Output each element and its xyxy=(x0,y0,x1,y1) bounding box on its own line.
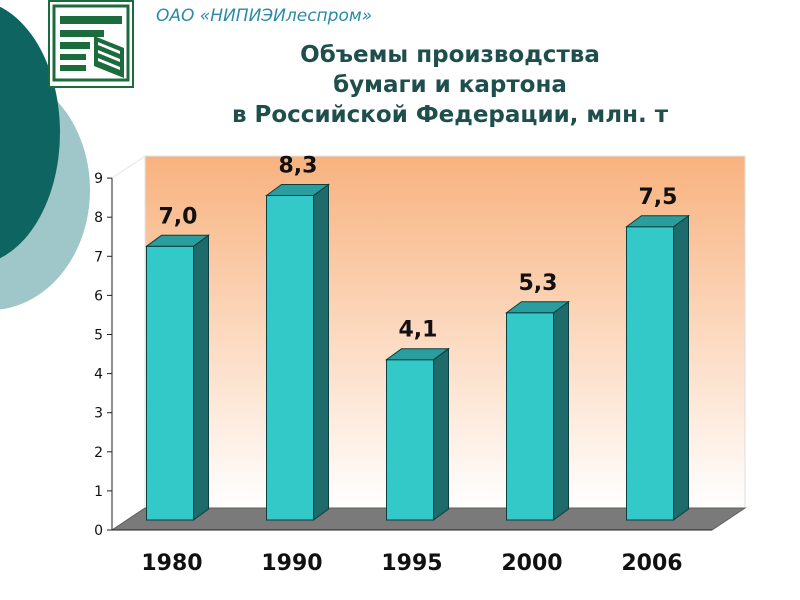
x-tick-label: 1995 xyxy=(381,551,442,576)
data-label: 4,1 xyxy=(399,318,438,343)
y-tick-label: 7 xyxy=(94,249,103,265)
organization-name: ОАО «НИПИЭИлеспром» xyxy=(156,6,373,26)
bar xyxy=(386,359,434,521)
data-label: 8,3 xyxy=(279,153,318,178)
bar-top xyxy=(144,234,211,247)
x-tick-label: 2000 xyxy=(501,551,562,576)
data-label: 5,3 xyxy=(519,271,558,296)
bar xyxy=(506,312,554,521)
page-title: Объемы производства бумаги и картона в Р… xyxy=(150,40,750,130)
company-logo xyxy=(48,0,134,88)
y-tick-label: 6 xyxy=(94,288,103,304)
bar-top xyxy=(504,301,571,314)
bar-top xyxy=(264,183,331,196)
x-tick-label: 1980 xyxy=(141,551,202,576)
bar-top xyxy=(384,348,451,361)
y-tick-label: 0 xyxy=(94,523,103,539)
y-tick-label: 5 xyxy=(94,328,103,344)
bar xyxy=(626,226,674,521)
title-line: в Российской Федерации, млн. т xyxy=(231,102,669,128)
y-tick-label: 2 xyxy=(94,445,103,461)
chart-side-wall xyxy=(111,155,146,531)
data-label: 7,5 xyxy=(639,185,678,210)
x-tick-label: 2006 xyxy=(621,551,682,576)
x-tick-label: 1990 xyxy=(261,551,322,576)
y-tick-label: 4 xyxy=(94,367,103,383)
data-label: 7,0 xyxy=(159,204,198,229)
bar-top xyxy=(624,215,691,228)
y-tick-label: 1 xyxy=(94,484,103,500)
bar-side xyxy=(673,214,689,521)
y-tick-label: 3 xyxy=(94,406,103,422)
bar-side xyxy=(193,234,209,521)
y-tick-label: 8 xyxy=(94,210,103,226)
bar-side xyxy=(433,347,449,521)
bar-side xyxy=(553,300,569,521)
bar xyxy=(146,245,194,521)
y-tick-label: 9 xyxy=(94,171,103,187)
logo-icon xyxy=(50,2,132,86)
title-line: Объемы производства xyxy=(300,42,600,68)
bar-side xyxy=(313,183,329,521)
title-line: бумаги и картона xyxy=(333,72,567,98)
bar xyxy=(266,194,314,521)
